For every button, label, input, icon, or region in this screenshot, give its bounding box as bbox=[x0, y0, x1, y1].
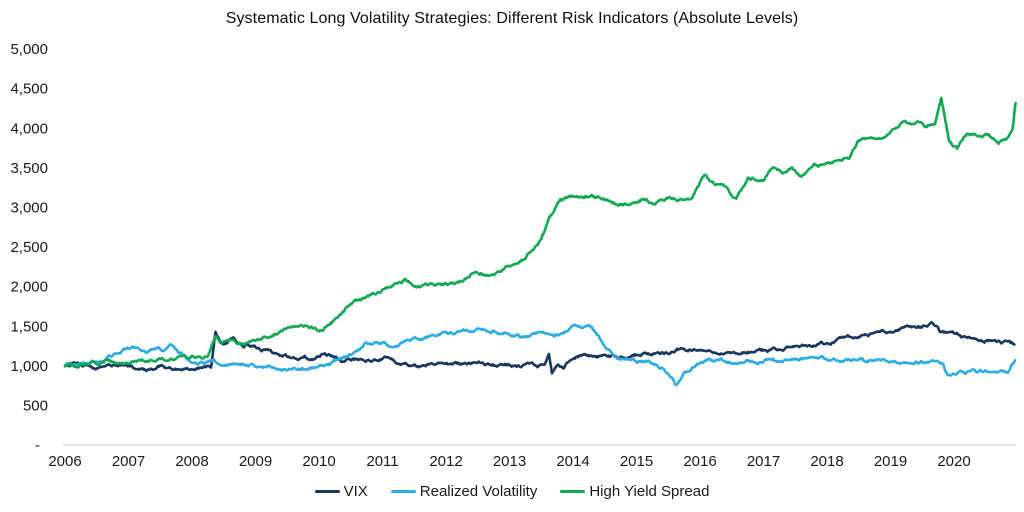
legend-label-high-yield-spread: High Yield Spread bbox=[589, 483, 710, 500]
legend-label-realized-volatility: Realized Volatility bbox=[419, 483, 538, 500]
axis-layer: 5,000 4,500 4,000 3,500 3,000 2,500 2,000 1,500… bbox=[10, 41, 1016, 470]
y-axis-tick-label: - bbox=[35, 437, 40, 454]
x-axis-tick-label: 2008 bbox=[175, 453, 208, 470]
x-axis-tick-label: 2017 bbox=[747, 453, 780, 470]
x-axis-tick-label: 2019 bbox=[874, 453, 907, 470]
y-axis-tick-label: 4,000 bbox=[10, 120, 48, 137]
realized-volatility-line-swatch-icon bbox=[390, 490, 416, 493]
y-axis-tick-label: 2,000 bbox=[10, 279, 48, 296]
series-line-high-yield-spread bbox=[63, 96, 1017, 369]
x-axis-tick-label: 2013 bbox=[493, 453, 526, 470]
y-axis-tick-label: 2,500 bbox=[10, 239, 48, 256]
y-axis-tick-label: 500 bbox=[23, 398, 48, 415]
series-layer bbox=[63, 96, 1017, 387]
legend: VIX Realized Volatility High Yield Sprea… bbox=[0, 483, 1024, 500]
x-axis-tick-label: 2015 bbox=[620, 453, 653, 470]
x-axis-tick-label: 2012 bbox=[429, 453, 462, 470]
y-axis-tick-label: 5,000 bbox=[10, 41, 48, 58]
x-axis-tick-label: 2011 bbox=[366, 453, 398, 470]
legend-label-vix: VIX bbox=[343, 483, 368, 500]
x-axis-tick-label: 2016 bbox=[683, 453, 716, 470]
legend-item-vix: VIX bbox=[314, 483, 368, 500]
x-axis-tick-label: 2018 bbox=[810, 453, 843, 470]
y-axis-tick-label: 3,000 bbox=[10, 200, 48, 217]
x-axis-tick-label: 2007 bbox=[112, 453, 145, 470]
x-axis-tick-label: 2006 bbox=[48, 453, 81, 470]
y-axis-tick-label: 1,000 bbox=[10, 358, 48, 375]
legend-item-realized-volatility: Realized Volatility bbox=[390, 483, 538, 500]
legend-item-high-yield-spread: High Yield Spread bbox=[560, 483, 709, 500]
high-yield-spread-line-swatch-icon bbox=[560, 490, 586, 493]
x-axis-tick-label: 2014 bbox=[556, 453, 589, 470]
x-axis-tick-label: 2009 bbox=[239, 453, 272, 470]
x-axis-tick-label: 2020 bbox=[937, 453, 970, 470]
x-axis-tick-label: 2010 bbox=[302, 453, 335, 470]
y-axis-tick-label: 1,500 bbox=[10, 318, 48, 335]
series-line-vix bbox=[63, 320, 1016, 375]
y-axis-tick-label: 3,500 bbox=[10, 160, 48, 177]
chart-title: Systematic Long Volatility Strategies: D… bbox=[225, 10, 799, 27]
y-axis-tick-label: 4,500 bbox=[10, 81, 48, 98]
vix-line-swatch-icon bbox=[314, 490, 340, 493]
series-line-realized-volatility bbox=[63, 323, 1017, 387]
